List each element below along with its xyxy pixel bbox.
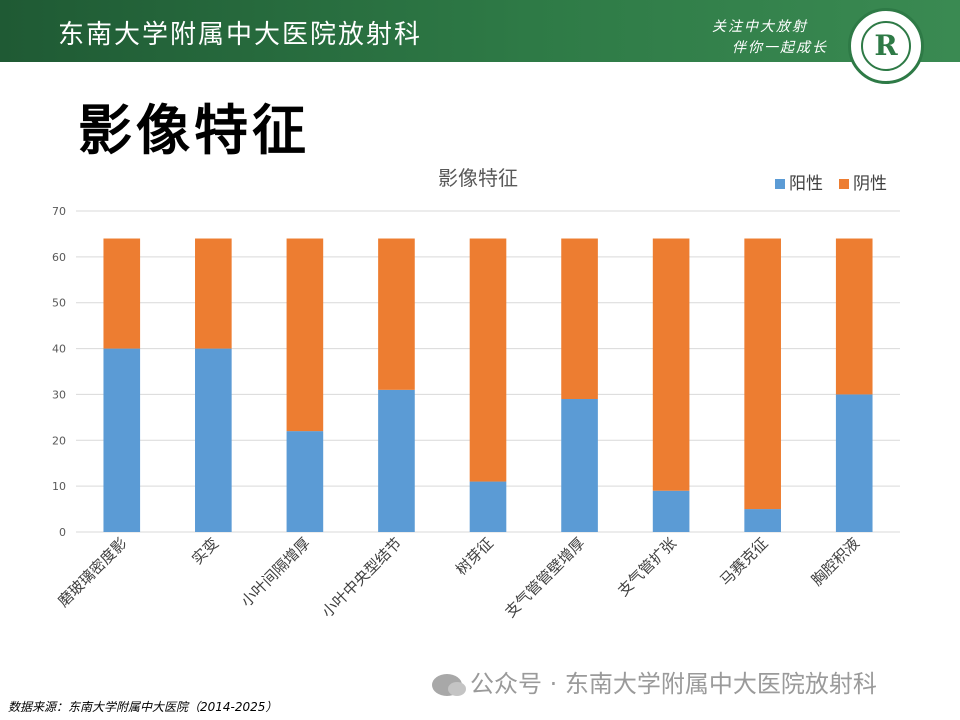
bar-negative: [195, 238, 232, 349]
bar-negative: [652, 238, 690, 491]
x-category-label: 马赛克征: [716, 534, 771, 589]
slogan-line-2: 伴你一起成长: [732, 40, 828, 56]
bar-negative: [744, 238, 781, 510]
data-source-note: 数据来源：东南大学附属中大医院（2014-2025）: [8, 700, 278, 714]
bar-positive: [744, 509, 781, 532]
slogan-line-1: 关注中大放射: [712, 19, 808, 35]
x-category-label: 支气管管壁增厚: [501, 534, 588, 621]
y-tick-label: 60: [52, 251, 66, 264]
x-category-label: 实变: [188, 534, 222, 568]
x-category-label: 支气管扩张: [614, 534, 680, 600]
legend-swatch-negative: [839, 179, 849, 189]
page-title: 影像特征: [78, 99, 310, 162]
x-category-label: 小叶中央型结节: [318, 534, 405, 621]
bar-positive: [652, 490, 690, 532]
y-tick-label: 0: [59, 526, 66, 539]
bar-positive: [103, 348, 141, 532]
bar-negative: [561, 238, 598, 400]
bar-positive: [286, 431, 324, 532]
y-tick-label: 30: [52, 388, 66, 401]
stacked-bar-chart: 影像特征 0 10 20 30 40 50 60 70 磨玻璃密度影 实变 小叶间隔增厚 小叶中央型结节…: [52, 166, 900, 621]
x-category-label: 胸腔积液: [808, 534, 863, 589]
bar-negative: [286, 238, 324, 432]
hospital-logo: R: [848, 8, 924, 84]
x-category-label: 磨玻璃密度影: [54, 534, 130, 610]
bar-negative: [378, 238, 415, 390]
bar-negative: [469, 238, 507, 482]
legend-label-positive: 阳性: [789, 174, 823, 194]
bar-positive: [195, 348, 232, 532]
legend-label-negative: 阴性: [853, 174, 887, 194]
bar-positive: [469, 481, 507, 532]
bar-positive: [561, 399, 598, 532]
bar-negative: [103, 238, 141, 349]
wechat-icon: [432, 674, 466, 696]
x-category-label: 树芽征: [452, 534, 497, 579]
y-tick-label: 70: [52, 205, 66, 218]
header-banner: 东南大学附属中大医院放射科 关注中大放射 伴你一起成长: [0, 0, 960, 62]
watermark: 公众号 · 东南大学附属中大医院放射科: [432, 664, 877, 699]
hospital-name: 东南大学附属中大医院放射科: [58, 20, 423, 50]
bar-positive: [835, 394, 873, 532]
bar-positive: [378, 389, 415, 532]
chart-title: 影像特征: [438, 166, 518, 190]
y-tick-label: 50: [52, 297, 66, 310]
x-category-label: 小叶间隔增厚: [237, 534, 313, 610]
y-tick-label: 20: [52, 434, 66, 447]
legend-swatch-positive: [775, 179, 785, 189]
y-tick-label: 40: [52, 343, 66, 356]
watermark-text: 公众号 · 东南大学附属中大医院放射科: [470, 670, 877, 698]
logo-inner-ring: R: [861, 21, 911, 71]
y-tick-label: 10: [52, 480, 66, 493]
logo-mark: R: [874, 29, 898, 62]
bar-negative: [835, 238, 873, 395]
